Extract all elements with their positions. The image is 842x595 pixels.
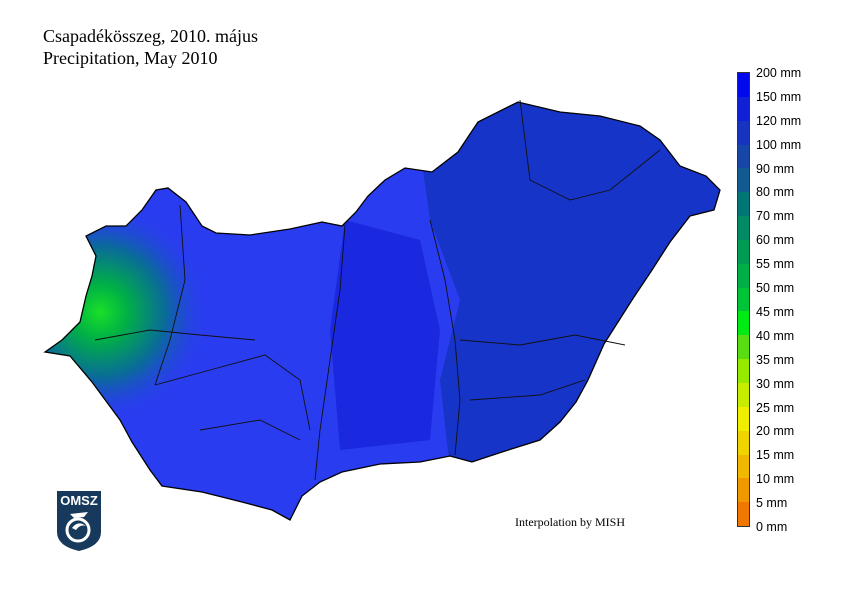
legend-label: 120 mm [756, 113, 802, 128]
legend-label: 90 mm [756, 161, 795, 176]
legend-band [738, 263, 749, 288]
legend-band [738, 216, 749, 240]
legend-band [738, 120, 749, 145]
map-fill-danube-band [330, 220, 440, 450]
legend-label: 45 mm [756, 304, 795, 319]
omsz-logo: OMSZ [57, 491, 101, 551]
legend-label: 150 mm [756, 89, 802, 104]
legend-band [738, 478, 749, 503]
legend-band [738, 73, 749, 97]
legend-label: 70 mm [756, 209, 795, 224]
legend-label: 25 mm [756, 400, 795, 415]
interpolation-credit: Interpolation by MISH [515, 515, 625, 529]
legend-band [738, 335, 749, 360]
legend-label: 55 mm [756, 257, 795, 272]
legend-label: 5 mm [756, 496, 788, 511]
legend-band [738, 168, 749, 193]
legend-label: 40 mm [756, 328, 795, 343]
legend-label: 15 mm [756, 448, 795, 463]
title-english: Precipitation, May 2010 [43, 48, 218, 68]
legend-label: 100 mm [756, 137, 802, 152]
legend-band [738, 192, 749, 217]
legend-band [738, 382, 749, 407]
legend-band [738, 359, 749, 383]
legend-band [738, 430, 749, 455]
legend-band [738, 454, 749, 479]
legend-label: 35 mm [756, 352, 795, 367]
legend-band [738, 239, 749, 264]
legend-label: 200 mm [756, 66, 802, 80]
county-borders [94, 99, 661, 481]
legend-label: 10 mm [756, 472, 795, 487]
legend-label: 50 mm [756, 281, 795, 296]
legend-label: 20 mm [756, 424, 795, 439]
legend-label: 60 mm [756, 233, 795, 248]
legend-band [738, 311, 749, 336]
legend-band [738, 287, 749, 312]
legend-band [738, 144, 749, 169]
legend-label: 30 mm [756, 376, 795, 391]
logo-text: OMSZ [60, 493, 98, 508]
title-hungarian: Csapadékösszeg, 2010. május [43, 26, 258, 46]
color-scale-legend [737, 72, 750, 527]
legend-band [738, 406, 749, 431]
legend-band [738, 96, 749, 121]
map-fill-east [420, 102, 720, 470]
legend-label: 80 mm [756, 185, 795, 200]
legend-band [738, 502, 749, 527]
legend-label: 0 mm [756, 520, 788, 534]
